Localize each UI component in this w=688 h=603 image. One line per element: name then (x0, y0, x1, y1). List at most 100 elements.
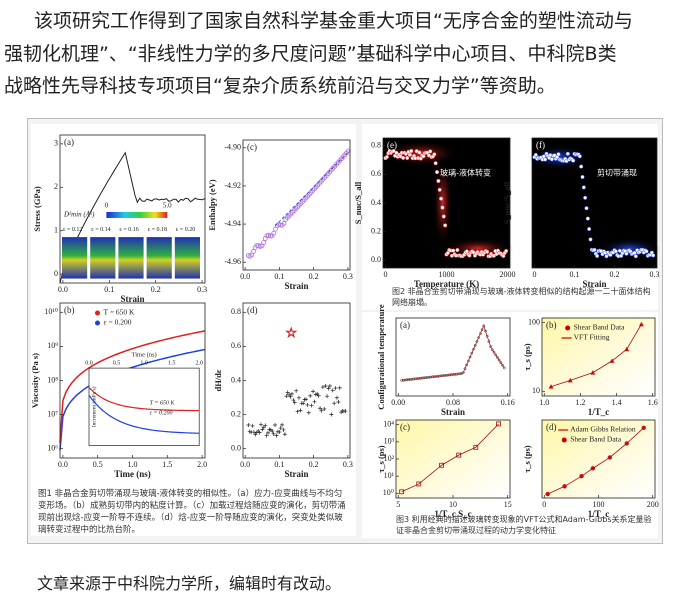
legend-label: Shear Band Data (574, 323, 625, 332)
y-tick-label: 0.0 (371, 255, 381, 264)
y-axis-label: Viscosity (Pa s) (30, 353, 40, 408)
figure2-caption: 图2 非晶合金剪切带涌现与玻璃-液体转变相似的结构起源一二十面体结构网络崩塌。 (392, 287, 651, 307)
x-tick-label: 5 (396, 500, 400, 509)
x-tick-label: 0.2 (151, 285, 161, 294)
y-tick-label: 10⁸ (47, 375, 58, 384)
derivative-point (295, 409, 300, 414)
y-tick-label: -4.90 (224, 143, 241, 152)
y-tick-label: 0 (54, 269, 58, 278)
temp-point (480, 328, 484, 332)
y-tick-label: 0.0 (231, 444, 241, 453)
order-point (434, 170, 440, 175)
panel-label: (c) (400, 422, 410, 432)
x-tick-label: 100 (593, 500, 605, 509)
derivative-point (296, 395, 301, 400)
order-point (485, 249, 490, 254)
inset-tick: 0.0 (85, 360, 93, 366)
x-axis-label: Strain (284, 281, 308, 291)
legend-label: Shear Band Data (570, 435, 621, 444)
temp-point (502, 366, 506, 370)
temp-point (499, 361, 503, 365)
y-tick-label: 10⁰ (383, 488, 394, 497)
x-tick-label: 0.0 (240, 272, 250, 281)
derivative-point (333, 386, 338, 391)
derivative-point (277, 430, 282, 435)
derivative-point (336, 399, 341, 404)
x-axis-label: Time (ns) (114, 469, 151, 479)
x-tick-label: 200 (647, 500, 659, 509)
x-axis-label: Strain (284, 469, 308, 479)
x-tick-label: 0.1 (570, 270, 580, 279)
order-point (651, 253, 656, 258)
x-tick-label: 1.0 (539, 398, 549, 407)
y-tick-label: 10⁹ (47, 341, 58, 350)
x-axis-label: Temperature (K) (414, 279, 479, 289)
snapshot-label: ε = 0.12 (63, 227, 82, 233)
x-tick-label: 0 (542, 500, 546, 509)
legend-swatch (95, 310, 100, 316)
temp-point (479, 332, 482, 335)
panel-frame (395, 317, 511, 397)
y-tick-label: -4.94 (224, 219, 241, 228)
y-axis-label: dH/dε (213, 369, 223, 391)
temp-point (494, 353, 498, 357)
derivative-point (294, 388, 299, 393)
derivative-point (319, 408, 324, 413)
derivative-point (343, 409, 348, 414)
order-point (581, 185, 586, 190)
order-point (428, 149, 433, 154)
derivative-point (329, 412, 334, 417)
x-tick-label: 15 (504, 500, 512, 509)
figure3-caption: 图3 利用经典的描述玻璃转变现象的VFT公式和Adam-Gibbs关系定量验证非… (396, 515, 652, 535)
x-axis-label: 1/T_c (588, 407, 610, 417)
order-point (585, 216, 590, 221)
derivative-point (320, 385, 325, 390)
panel-label: (b) (64, 305, 75, 315)
derivative-point (298, 408, 303, 413)
order-point (432, 152, 437, 157)
colorbar-tick: 5.0 (163, 202, 172, 210)
data-point (473, 444, 479, 450)
panel-label: (e) (387, 140, 397, 150)
x-tick-label: 0.5 (93, 460, 103, 469)
y-axis-label: Stress (GPa) (32, 186, 42, 232)
panel-frame (531, 137, 658, 269)
temp-point (467, 359, 470, 363)
temp-point (501, 363, 504, 367)
inset-curve (88, 394, 200, 434)
derivative-point (282, 432, 287, 437)
legend-swatch (565, 325, 571, 331)
panel-label: (d) (247, 305, 258, 315)
order-point (580, 174, 585, 180)
x-tick-label: 0.3 (650, 270, 660, 279)
order-point (565, 151, 570, 156)
derivative-point (246, 423, 251, 428)
order-point (583, 195, 588, 200)
x-tick-label: 0.1 (274, 272, 284, 281)
order-point (588, 237, 593, 242)
y-tick-label: 10⁴ (383, 420, 394, 429)
derivative-point (259, 422, 264, 427)
derivative-point (264, 433, 269, 438)
panel-frame (242, 139, 351, 271)
paragraph-line: 强韧化机理”、“非线性力学的多尺度问题”基础科学中心项目、中科院B类 (4, 43, 617, 65)
x-tick-label: 0.00 (391, 398, 405, 407)
y-tick-label: 0.8 (371, 141, 381, 150)
order-point (455, 247, 460, 253)
order-point (595, 253, 600, 258)
x-tick-label: 1.5 (162, 460, 172, 469)
order-point (579, 164, 584, 169)
paragraph-line: 战略性先导科技专项项目“复杂介质系统前沿与交叉力学”等资助。 (4, 75, 556, 97)
viscosity-curve (59, 348, 206, 451)
fit-curve (547, 427, 644, 495)
derivative-point (301, 401, 306, 406)
snapshot (62, 237, 88, 279)
derivative-point (330, 388, 335, 393)
panel-frame (59, 134, 206, 284)
y-tick-label: 0.8 (231, 307, 241, 316)
x-axis-label: Strain (582, 279, 606, 289)
data-point (439, 462, 445, 468)
y-tick-label: 0.2 (371, 226, 381, 235)
derivative-point (280, 422, 285, 427)
